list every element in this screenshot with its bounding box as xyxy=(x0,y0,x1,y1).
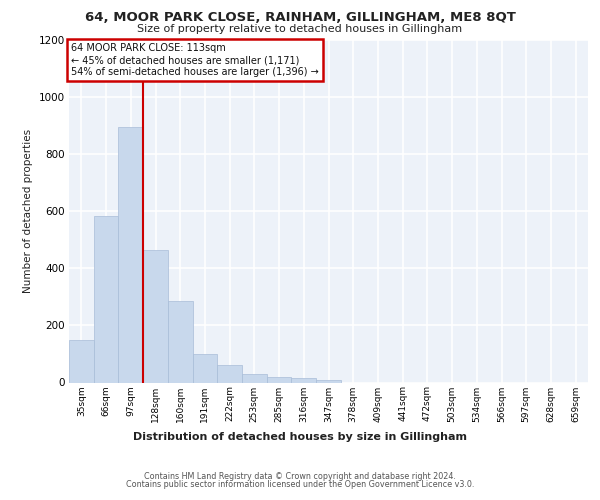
Bar xyxy=(242,374,267,382)
Bar xyxy=(69,340,94,382)
Bar xyxy=(267,377,292,382)
Bar xyxy=(143,250,168,382)
Bar xyxy=(217,366,242,382)
Y-axis label: Number of detached properties: Number of detached properties xyxy=(23,129,33,294)
Bar xyxy=(193,354,217,382)
Bar xyxy=(118,127,143,382)
Text: Contains public sector information licensed under the Open Government Licence v3: Contains public sector information licen… xyxy=(126,480,474,489)
Text: Contains HM Land Registry data © Crown copyright and database right 2024.: Contains HM Land Registry data © Crown c… xyxy=(144,472,456,481)
Text: Distribution of detached houses by size in Gillingham: Distribution of detached houses by size … xyxy=(133,432,467,442)
Text: 64 MOOR PARK CLOSE: 113sqm
← 45% of detached houses are smaller (1,171)
54% of s: 64 MOOR PARK CLOSE: 113sqm ← 45% of deta… xyxy=(71,44,319,76)
Text: 64, MOOR PARK CLOSE, RAINHAM, GILLINGHAM, ME8 8QT: 64, MOOR PARK CLOSE, RAINHAM, GILLINGHAM… xyxy=(85,11,515,24)
Text: Size of property relative to detached houses in Gillingham: Size of property relative to detached ho… xyxy=(137,24,463,34)
Bar xyxy=(94,216,118,382)
Bar xyxy=(168,301,193,382)
Bar xyxy=(292,378,316,382)
Bar xyxy=(316,380,341,382)
